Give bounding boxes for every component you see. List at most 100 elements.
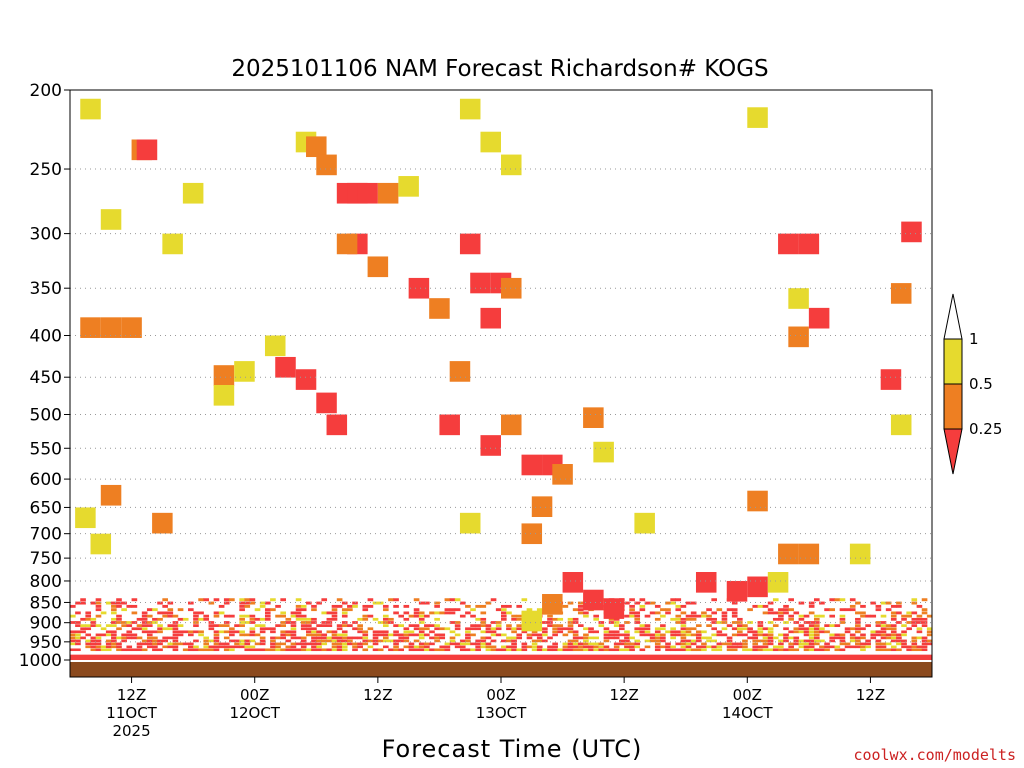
ri-cell — [213, 636, 220, 640]
ri-cell — [778, 617, 784, 621]
ri-cell — [424, 601, 430, 605]
ri-cell — [634, 614, 641, 618]
ri-cell — [105, 648, 112, 652]
ri-cell — [218, 630, 225, 634]
ri-cell — [100, 209, 122, 230]
ri-cell — [742, 642, 748, 646]
ri-cell — [890, 624, 897, 627]
ri-cell — [490, 633, 497, 637]
ri-cell — [223, 624, 230, 627]
ri-cell — [603, 636, 610, 640]
ri-cell — [80, 601, 86, 605]
ri-cell — [418, 611, 425, 615]
ri-cell — [264, 617, 271, 621]
ri-cell — [829, 636, 836, 640]
ri-cell — [403, 611, 410, 615]
ri-cell — [90, 642, 97, 646]
ri-cell — [603, 598, 625, 619]
ri-cell — [167, 642, 174, 646]
x-tick-label: 12OCT — [229, 704, 280, 722]
ri-cell — [285, 617, 292, 621]
ground-layer — [70, 662, 932, 677]
ri-cell — [921, 611, 928, 615]
ri-cell — [336, 624, 343, 627]
ri-cell — [855, 601, 861, 605]
ri-cell — [336, 604, 343, 608]
ri-cell — [752, 645, 759, 649]
ri-cell — [767, 648, 774, 652]
ri-cell — [721, 611, 728, 615]
ri-cell — [552, 624, 558, 627]
ri-cell — [542, 594, 563, 615]
ri-cell — [270, 645, 276, 649]
ri-cell — [393, 648, 399, 652]
ri-cell — [829, 645, 836, 649]
ri-cell — [798, 614, 805, 618]
ri-cell — [603, 633, 610, 637]
ri-cell — [536, 633, 543, 637]
ri-cell — [829, 624, 836, 627]
ri-cell — [654, 636, 661, 640]
ri-cell — [316, 642, 322, 646]
ri-cell — [501, 604, 507, 608]
ri-cell — [223, 648, 230, 652]
ri-cell — [80, 317, 101, 338]
ri-cell — [680, 617, 687, 621]
ri-cell — [306, 624, 312, 627]
x-tick-label: 00Z — [240, 686, 269, 704]
ri-cell — [403, 604, 410, 608]
ri-cell — [562, 642, 569, 646]
ri-cell — [526, 633, 533, 637]
ri-cell — [116, 627, 122, 631]
ri-cell — [121, 639, 127, 643]
ri-cell — [311, 621, 317, 624]
ri-cell — [429, 630, 435, 634]
ri-cell — [690, 611, 697, 615]
y-axis: 2002503003504004505005506006507007508008… — [19, 81, 70, 671]
ri-cell — [311, 617, 317, 621]
ri-cell — [182, 642, 189, 646]
ri-cell — [634, 645, 641, 649]
ri-cell — [624, 601, 630, 605]
ri-cell — [223, 601, 230, 605]
ri-cell — [788, 617, 794, 621]
ri-cell — [413, 648, 420, 652]
ri-cell — [567, 627, 574, 631]
ri-cell — [521, 630, 528, 634]
ri-cell — [824, 608, 830, 612]
ri-cell — [752, 604, 759, 608]
ri-cell — [249, 621, 256, 624]
ri-cell — [778, 608, 784, 612]
ri-cell — [398, 633, 405, 637]
ri-cell — [654, 627, 661, 631]
ri-cell — [680, 633, 687, 637]
ri-cell — [675, 604, 682, 608]
ri-cell — [516, 617, 523, 621]
ri-cell — [316, 630, 322, 634]
ri-cell — [608, 621, 615, 624]
ri-cell — [336, 598, 343, 602]
ri-cell — [152, 617, 158, 621]
ri-cell — [382, 639, 389, 643]
ri-cell — [624, 648, 630, 652]
ri-cell — [444, 627, 451, 631]
ri-cell — [834, 645, 841, 649]
ri-cell — [234, 624, 240, 627]
ri-cell — [290, 627, 297, 631]
ri-cell — [244, 639, 251, 643]
ri-cell — [341, 633, 348, 637]
ri-cell — [685, 627, 692, 631]
ri-cell — [367, 627, 374, 631]
ri-cell — [95, 633, 102, 637]
ri-cell — [126, 621, 133, 624]
ri-cell — [654, 617, 661, 621]
ri-cell — [480, 611, 487, 615]
ri-cell — [629, 636, 635, 640]
ri-cell — [521, 648, 528, 652]
ri-cell — [357, 642, 363, 646]
ri-cell — [141, 627, 148, 631]
ri-cell — [808, 645, 815, 649]
ri-cell — [665, 642, 671, 646]
ri-cell — [916, 621, 923, 624]
ri-cell — [331, 604, 338, 608]
